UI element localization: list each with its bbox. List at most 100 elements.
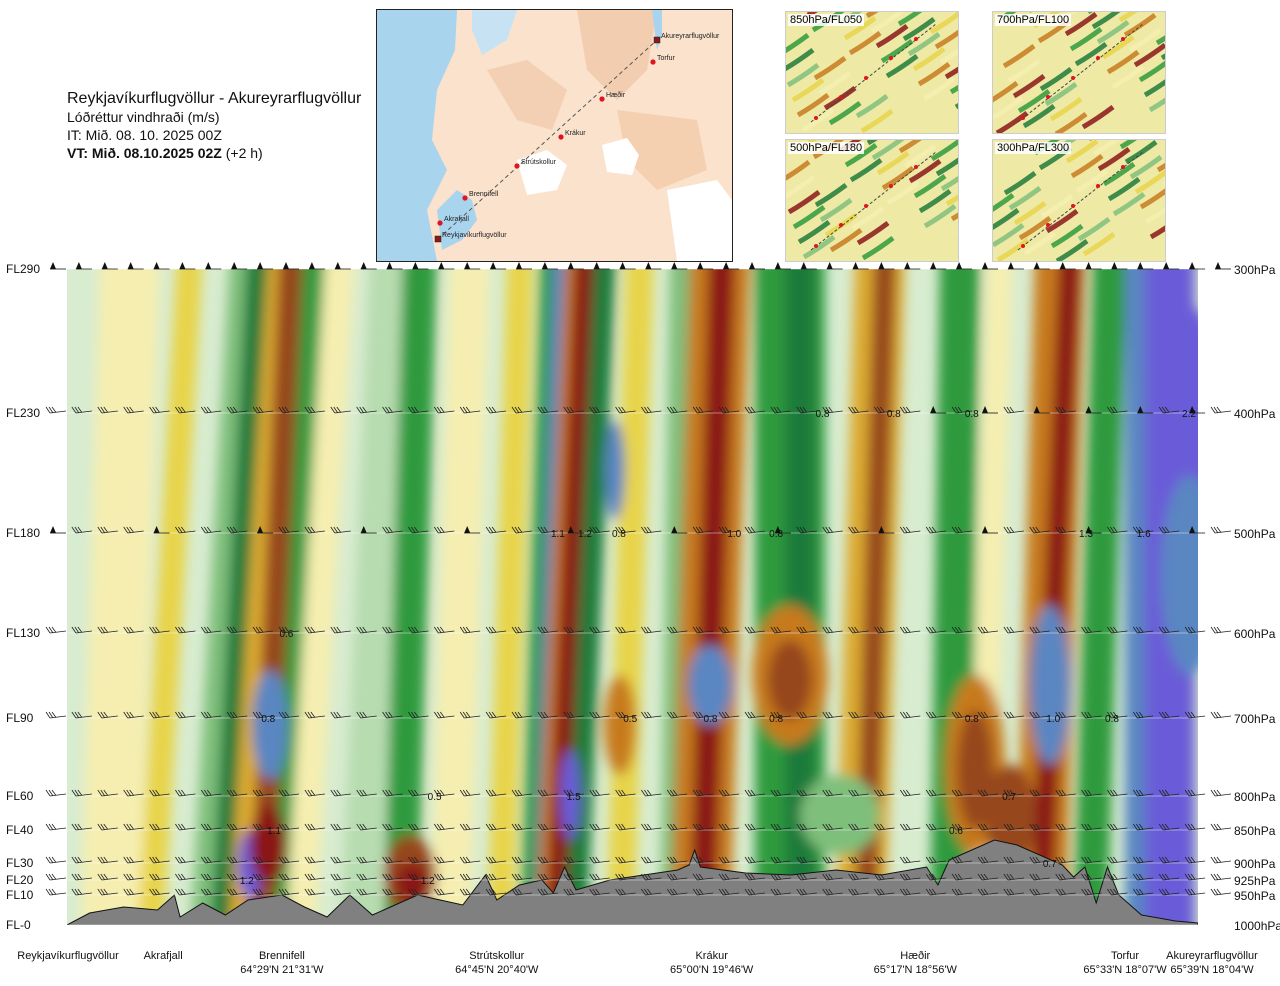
wind-barb [1029, 626, 1050, 634]
wind-barb [433, 526, 455, 534]
wind-barb [615, 823, 636, 831]
wind-barb [45, 626, 67, 634]
thumb-streak [1081, 104, 1115, 130]
field-cell [396, 863, 428, 903]
map-waypoint-label: Reykjavíkurflugvöllur [442, 232, 507, 239]
wind-barb [123, 873, 144, 881]
wind-barb [1158, 823, 1180, 831]
wind-barb [692, 526, 714, 534]
wind-barb [123, 626, 144, 634]
wind-barb [382, 873, 403, 881]
map-waypoint-marker [558, 134, 564, 140]
thumb-streak [1017, 88, 1051, 114]
thumb-background [786, 12, 958, 133]
thumb-500[interactable]: 500hPa/FL180 [785, 139, 959, 262]
value-label: 2.2 [1182, 409, 1196, 420]
wind-barb [641, 888, 662, 896]
wind-barb [278, 406, 300, 414]
location-name: Akrafjall [143, 950, 183, 962]
wind-barb [1210, 873, 1232, 881]
thumb-streak [934, 29, 958, 50]
thumb-streak [1144, 206, 1165, 225]
wind-barb [356, 823, 377, 831]
thumb-300[interactable]: 300hPa/FL300 [992, 139, 1166, 262]
hpa-tick-label: 800hPa [1234, 790, 1276, 804]
wind-barb [822, 526, 843, 534]
value-label: 0.8 [704, 714, 718, 725]
field-cell [688, 645, 732, 725]
thumb-streak [828, 100, 862, 126]
wind-barb [796, 406, 817, 414]
wind-barb [641, 406, 662, 414]
field-cell [1160, 475, 1198, 675]
wind-barb [1029, 888, 1050, 896]
thumb-streak [1118, 12, 1138, 23]
wind-barb [360, 262, 377, 270]
wind-barb [252, 888, 274, 896]
wind-barb [744, 626, 766, 634]
wind-barb [1215, 262, 1231, 270]
wind-barb [1055, 888, 1076, 896]
thumb-streak [875, 23, 909, 49]
wind-barb [97, 856, 118, 864]
wind-barb [796, 823, 817, 831]
wind-barb [175, 406, 196, 414]
thumb-850[interactable]: 850hPa/FL050 [785, 11, 959, 134]
wind-barb [205, 262, 222, 270]
thumb-streak [1045, 208, 1079, 234]
wind-barb [1003, 888, 1024, 896]
fl-tick-label: FL-0 [6, 918, 31, 932]
wind-barb [822, 711, 843, 719]
wind-barb [1158, 873, 1180, 881]
wind-barb [770, 888, 791, 896]
location-coord: 64°29'N 21°31'W [240, 964, 324, 976]
wind-barb [537, 856, 558, 864]
thumb-streak [917, 61, 951, 87]
wind-barb [878, 526, 895, 534]
wind-barb [977, 823, 999, 831]
wind-barb [511, 873, 533, 881]
wind-barb [1158, 711, 1180, 719]
wind-barb [1163, 262, 1180, 270]
thumb-streak [950, 212, 958, 222]
wind-barb [666, 789, 688, 797]
value-label: 1.6 [1137, 529, 1151, 540]
wind-barb [692, 406, 714, 414]
wind-barb [308, 262, 325, 270]
thumb-700[interactable]: 700hPa/FL100 [992, 11, 1166, 134]
wind-barb [822, 626, 843, 634]
wind-barb [1210, 526, 1232, 534]
thumb-streak [1044, 81, 1078, 107]
variable-title: Lóðréttur vindhraði (m/s) [67, 109, 220, 125]
thumb-streak [995, 110, 1029, 133]
wind-barb [200, 526, 222, 534]
wind-barb [744, 526, 766, 534]
wind-barb [563, 873, 584, 881]
wind-barb [951, 526, 973, 534]
wind-barb [1055, 873, 1076, 881]
wind-barb [1107, 888, 1128, 896]
wind-barb [1132, 888, 1154, 896]
wind-barb [123, 711, 144, 719]
wind-barb [615, 856, 636, 864]
value-label: 1.1 [551, 529, 565, 540]
wind-barb [200, 789, 222, 797]
map-airport-marker [653, 36, 661, 44]
wind-barb [304, 406, 325, 414]
wind-barb [567, 526, 584, 534]
wind-barb [982, 526, 998, 534]
wind-barb [1107, 711, 1128, 719]
wind-barb [356, 711, 377, 719]
wind-barb [826, 262, 843, 270]
wind-barb [822, 873, 843, 881]
map-waypoint-label: Hæðir [606, 91, 626, 99]
wind-barb [123, 406, 144, 414]
thumb-streak [1022, 103, 1056, 129]
thumb-streak [1133, 42, 1165, 68]
thumb-waypoint [1071, 76, 1075, 80]
wind-barb [567, 262, 584, 270]
thumb-streak [1012, 73, 1046, 99]
thumb-streak [1070, 153, 1104, 179]
field-band [286, 269, 355, 925]
thumb-streak [903, 143, 937, 169]
